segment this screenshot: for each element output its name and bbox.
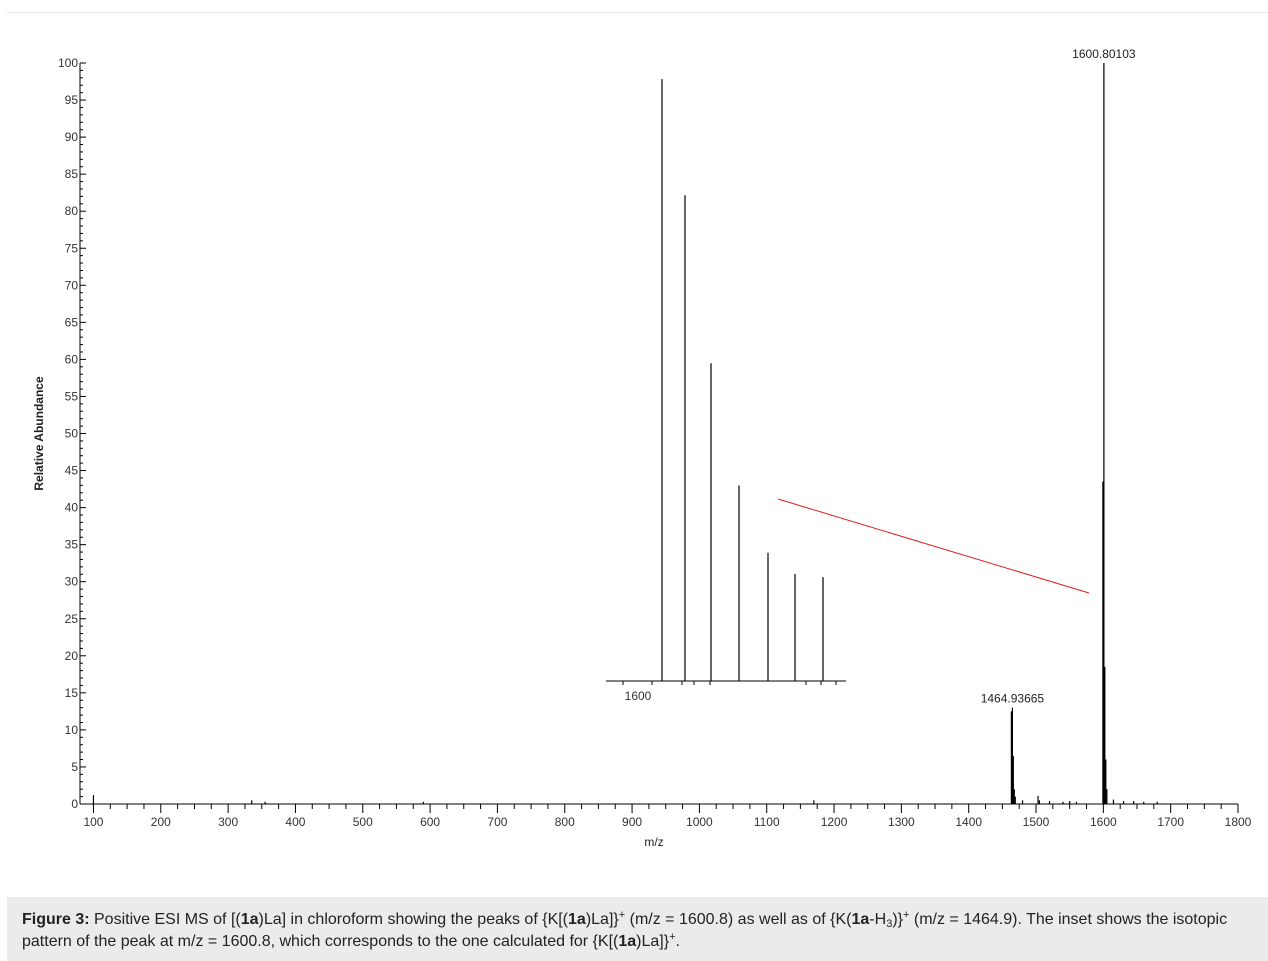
inset-x-tick-label: 1600 — [625, 689, 652, 703]
y-tick-label: 50 — [65, 427, 79, 441]
peak-label: 1464.93665 — [981, 692, 1045, 706]
caption-text: )} — [892, 911, 903, 928]
x-tick-label: 1400 — [955, 815, 982, 829]
caption-compound: 1a — [618, 933, 637, 950]
y-tick-label: 70 — [65, 278, 79, 292]
caption-compound: 1a — [851, 911, 870, 928]
x-tick-label: 300 — [218, 815, 238, 829]
x-tick-label: 700 — [487, 815, 507, 829]
x-tick-label: 1300 — [888, 815, 915, 829]
y-axis-title: Relative Abundance — [32, 376, 46, 491]
x-tick-label: 1600 — [1090, 815, 1117, 829]
caption-text: (m/z = 1464.9). The inset shows the isot… — [22, 911, 1228, 950]
caption-superscript: + — [618, 909, 626, 921]
y-tick-label: 10 — [65, 723, 79, 737]
x-tick-label: 600 — [420, 815, 440, 829]
inset-connector-line — [777, 498, 1090, 594]
y-tick-label: 35 — [65, 538, 79, 552]
y-tick-label: 95 — [65, 93, 79, 107]
figure-caption: Figure 3: Positive ESI MS of [(1a)La] in… — [7, 897, 1268, 961]
caption-text: )La] in chloroform showing the peaks of … — [258, 911, 569, 928]
y-tick-label: 65 — [65, 315, 79, 329]
caption-compound: 1a — [568, 911, 586, 928]
spectrum-axes: 0 5 10 15 20 25 30 35 40 45 50 55 60 65 70 75 80 85 90 95 10… — [32, 56, 1252, 849]
x-tick-label: 1500 — [1023, 815, 1050, 829]
y-tick-label: 45 — [65, 464, 79, 478]
figure-frame — [7, 12, 1268, 961]
x-tick-label: 100 — [83, 815, 103, 829]
x-tick-label: 500 — [353, 815, 373, 829]
x-tick-label: 1100 — [754, 815, 780, 829]
caption-subscript: 3 — [886, 918, 893, 930]
spectrum-peaks — [92, 63, 1158, 804]
x-tick-label: 900 — [622, 815, 642, 829]
caption-text: . — [675, 933, 680, 950]
y-tick-label: 0 — [71, 797, 78, 811]
y-tick-label: 60 — [65, 352, 79, 366]
y-tick-label: 85 — [65, 167, 79, 181]
x-tick-label: 800 — [555, 815, 575, 829]
y-tick-label: 75 — [65, 241, 79, 255]
x-tick-label: 1000 — [686, 815, 713, 829]
caption-superscript: + — [902, 909, 910, 921]
y-tick-label: 15 — [65, 686, 79, 700]
x-tick-label: 200 — [151, 815, 171, 829]
y-tick-label: 100 — [58, 56, 78, 70]
peak-label: 1600.80103 — [1072, 47, 1136, 61]
y-tick-label: 20 — [65, 649, 79, 663]
caption-text: )La]} — [585, 911, 619, 928]
caption-compound: 1a — [240, 911, 259, 928]
mass-spectrum-chart: 1600 0 5 10 15 20 25 30 35 40 45 50 55 60 65 70 75 80 85 9… — [32, 47, 1252, 849]
caption-text: Positive ESI MS of [( — [89, 911, 241, 928]
x-tick-label: 400 — [285, 815, 305, 829]
y-tick-label: 55 — [65, 389, 79, 403]
caption-superscript: + — [669, 931, 676, 943]
spectrum-labels: 1600.80103 1464.93665 — [981, 47, 1136, 706]
x-axis-title: m/z — [644, 835, 663, 849]
y-tick-label: 5 — [71, 760, 78, 774]
y-tick-label: 80 — [65, 204, 79, 218]
y-tick-label: 30 — [65, 575, 79, 589]
isotope-inset: 1600 — [606, 79, 846, 703]
x-tick-label: 1800 — [1225, 815, 1252, 829]
y-tick-label: 90 — [65, 130, 79, 144]
caption-text: (m/z = 1600.8) as well as of {K( — [625, 911, 852, 928]
x-tick-label: 1200 — [821, 815, 848, 829]
y-tick-label: 25 — [65, 612, 79, 626]
caption-text: )La]} — [636, 933, 670, 950]
caption-text: -H — [869, 911, 887, 928]
y-tick-label: 40 — [65, 501, 79, 515]
caption-figure-label: Figure 3: — [22, 911, 90, 928]
x-tick-label: 1700 — [1157, 815, 1184, 829]
